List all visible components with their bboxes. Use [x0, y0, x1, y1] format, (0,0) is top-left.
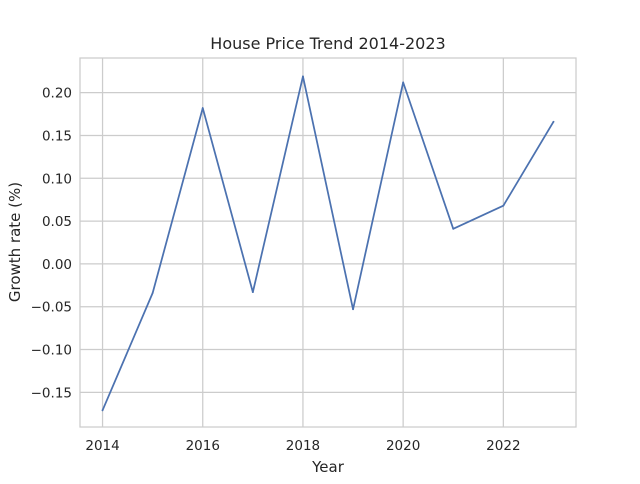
y-tick-label: 0.10 — [42, 171, 72, 187]
data-point — [151, 292, 154, 294]
data-point — [352, 308, 354, 311]
y-tick-label: −0.10 — [31, 343, 72, 359]
x-tick-labels: 2014 2016 2018 2020 2022 — [85, 438, 520, 454]
y-tick-label: −0.15 — [31, 385, 72, 401]
x-axis-label: Year — [311, 458, 345, 476]
series-line — [101, 75, 555, 412]
data-point — [402, 81, 405, 84]
y-tick-label: 0.20 — [42, 86, 72, 102]
y-tick-labels: −0.15 −0.10 −0.05 0.00 0.05 0.10 0.15 0.20 — [31, 86, 72, 402]
x-tick-label: 2014 — [85, 438, 119, 454]
data-point — [452, 227, 455, 230]
series-layer — [101, 75, 555, 412]
data-point — [251, 291, 254, 294]
y-tick-label: 0.05 — [42, 214, 72, 230]
data-point — [552, 120, 555, 123]
data-point — [502, 204, 505, 207]
x-tick-label: 2020 — [386, 438, 420, 454]
chart-title: House Price Trend 2014-2023 — [210, 34, 445, 53]
y-tick-label: −0.05 — [31, 300, 72, 316]
x-tick-label: 2016 — [186, 438, 220, 454]
y-tick-label: 0.15 — [42, 128, 72, 144]
grid-lines — [80, 58, 576, 427]
data-point — [201, 107, 204, 109]
data-point — [101, 409, 104, 412]
x-tick-label: 2022 — [486, 438, 520, 454]
x-tick-label: 2018 — [286, 438, 320, 454]
y-tick-label: 0.00 — [42, 257, 72, 273]
plot-frame — [79, 57, 577, 428]
data-point — [302, 75, 304, 78]
y-axis-label: Growth rate (%) — [6, 182, 24, 302]
